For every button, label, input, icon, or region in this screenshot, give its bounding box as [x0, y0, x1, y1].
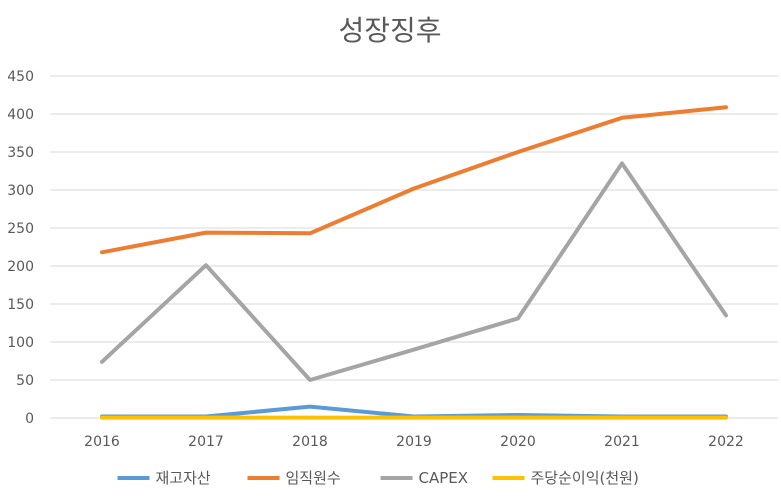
legend-label: CAPEX — [419, 469, 469, 487]
y-tick-label: 450 — [7, 69, 34, 85]
y-tick-label: 250 — [7, 221, 34, 237]
x-axis-ticks: 2016 2017 2018 2019 2020 2021 2022 — [84, 434, 744, 450]
chart-title: 성장징후 — [338, 14, 441, 47]
legend-item: CAPEX — [380, 469, 469, 487]
x-tick-label: 2019 — [396, 434, 432, 450]
y-tick-label: 350 — [7, 145, 34, 161]
series-line-2 — [100, 161, 728, 382]
x-tick-label: 2022 — [708, 434, 744, 450]
legend: 재고자산 임직원수 CAPEX 주당순이익(천원) — [117, 469, 639, 487]
x-tick-label: 2018 — [292, 434, 328, 450]
series-line-1 — [100, 105, 728, 255]
legend-item: 재고자산 — [117, 469, 211, 487]
legend-item: 주당순이익(천원) — [492, 469, 639, 487]
x-tick-label: 2020 — [500, 434, 536, 450]
y-tick-label: 100 — [7, 335, 34, 351]
gridlines — [50, 75, 778, 419]
legend-label: 재고자산 — [156, 469, 211, 487]
y-tick-label: 200 — [7, 259, 34, 275]
x-tick-label: 2017 — [188, 434, 224, 450]
y-tick-label: 400 — [7, 107, 34, 123]
y-tick-label: 50 — [16, 373, 34, 389]
series-lines — [100, 105, 728, 420]
series-line-0 — [100, 404, 728, 419]
x-tick-label: 2016 — [84, 434, 120, 450]
y-axis-ticks: 0 50 100 150 200 250 300 350 400 450 — [7, 69, 34, 427]
legend-item: 임직원수 — [247, 469, 341, 487]
y-tick-label: 0 — [25, 411, 34, 427]
legend-label: 주당순이익(천원) — [531, 469, 639, 487]
y-tick-label: 300 — [7, 183, 34, 199]
x-tick-label: 2021 — [604, 434, 640, 450]
y-tick-label: 150 — [7, 297, 34, 313]
legend-label: 임직원수 — [286, 469, 341, 487]
